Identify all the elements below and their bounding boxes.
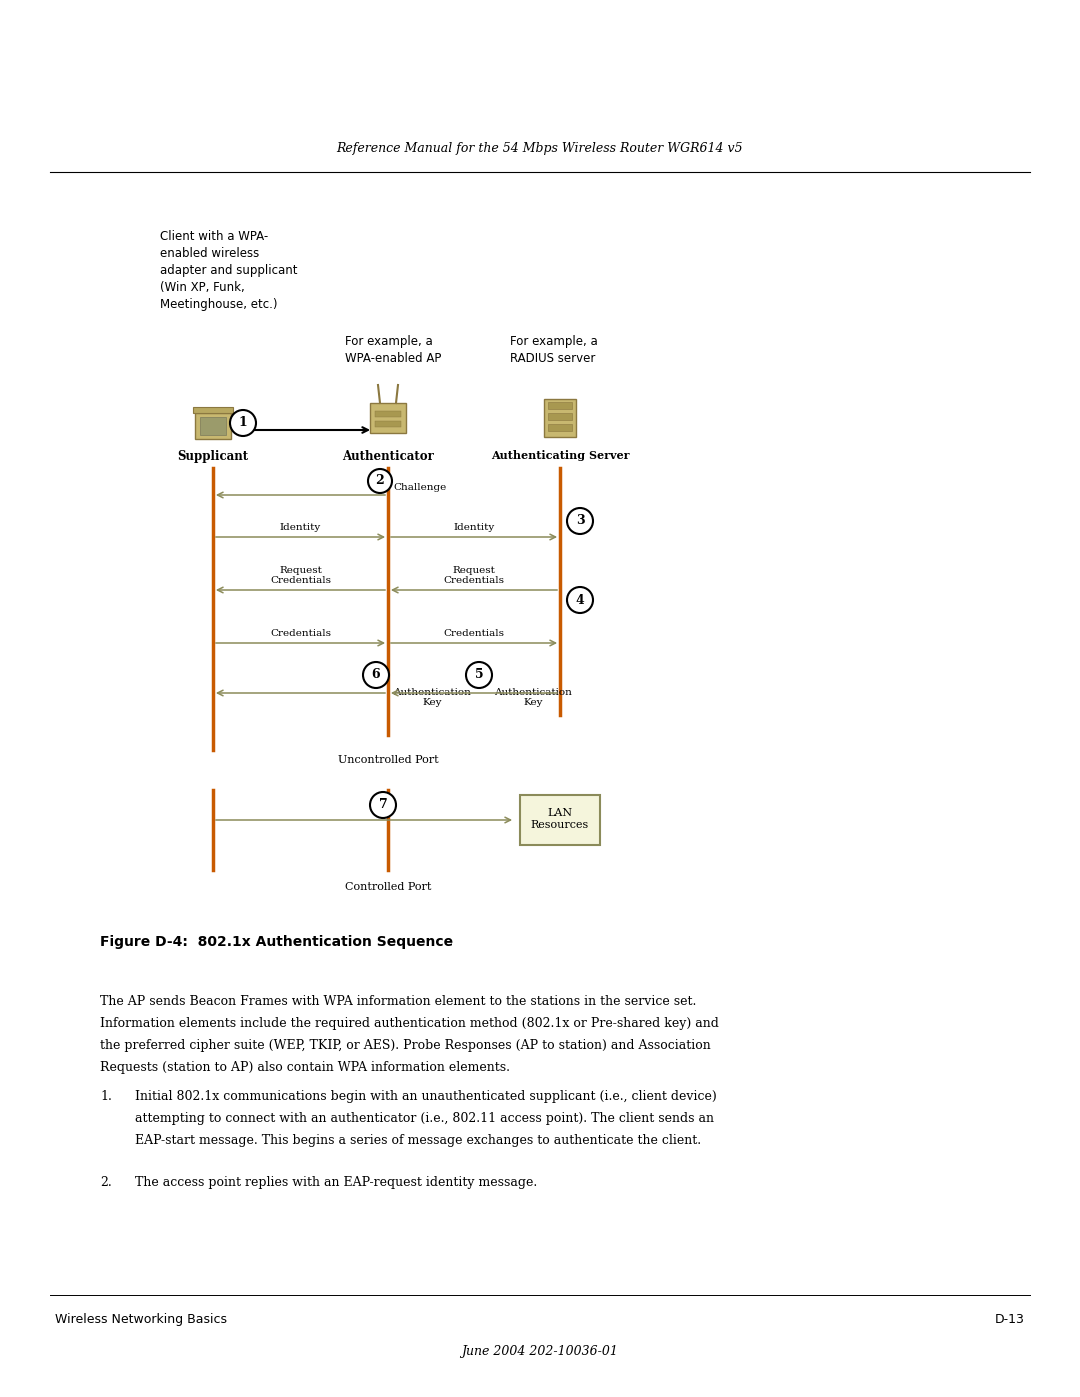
Bar: [375, 420, 401, 427]
Text: 5: 5: [475, 669, 484, 682]
Text: the preferred cipher suite (WEP, TKIP, or AES). Probe Responses (AP to station) : the preferred cipher suite (WEP, TKIP, o…: [100, 1039, 711, 1052]
Text: For example, a
WPA-enabled AP: For example, a WPA-enabled AP: [345, 335, 442, 365]
Bar: [548, 414, 572, 420]
Text: Wireless Networking Basics: Wireless Networking Basics: [55, 1313, 227, 1326]
Text: 1.: 1.: [100, 1090, 112, 1104]
Bar: [375, 411, 401, 416]
Text: Authentication
Key: Authentication Key: [494, 687, 572, 707]
Circle shape: [230, 409, 256, 436]
Text: Controlled Port: Controlled Port: [345, 882, 431, 893]
Text: Requests (station to AP) also contain WPA information elements.: Requests (station to AP) also contain WP…: [100, 1060, 510, 1074]
FancyBboxPatch shape: [370, 402, 406, 433]
Text: EAP-start message. This begins a series of message exchanges to authenticate the: EAP-start message. This begins a series …: [135, 1134, 701, 1147]
Text: 2: 2: [376, 475, 384, 488]
Text: Authenticator: Authenticator: [342, 450, 434, 462]
Text: 6: 6: [372, 669, 380, 682]
Text: 3: 3: [576, 514, 584, 528]
Text: 2.: 2.: [100, 1176, 111, 1189]
Circle shape: [368, 469, 392, 493]
Text: Request
Credentials: Request Credentials: [444, 566, 504, 585]
FancyBboxPatch shape: [544, 400, 576, 437]
Text: June 2004 202-10036-01: June 2004 202-10036-01: [461, 1345, 619, 1358]
Text: Credentials: Credentials: [444, 629, 504, 638]
Bar: [519, 795, 600, 845]
Text: 4: 4: [576, 594, 584, 606]
Bar: [548, 402, 572, 409]
Text: Information elements include the required authentication method (802.1x or Pre-s: Information elements include the require…: [100, 1017, 719, 1030]
Text: 1: 1: [239, 416, 247, 429]
Circle shape: [363, 662, 389, 687]
Text: Reference Manual for the 54 Mbps Wireless Router WGR614 v5: Reference Manual for the 54 Mbps Wireles…: [337, 142, 743, 155]
Circle shape: [465, 662, 492, 687]
Bar: [193, 407, 233, 414]
Text: Authentication
Key: Authentication Key: [393, 687, 471, 707]
Text: Identity: Identity: [280, 522, 321, 532]
Circle shape: [567, 587, 593, 613]
Text: Supplicant: Supplicant: [177, 450, 248, 462]
Text: attempting to connect with an authenticator (i.e., 802.11 access point). The cli: attempting to connect with an authentica…: [135, 1112, 714, 1125]
Text: LAN
Resources: LAN Resources: [531, 809, 589, 830]
Text: For example, a
RADIUS server: For example, a RADIUS server: [510, 335, 597, 365]
Text: Request
Credentials: Request Credentials: [270, 566, 330, 585]
Text: 7: 7: [379, 799, 388, 812]
Circle shape: [567, 509, 593, 534]
Text: Uncontrolled Port: Uncontrolled Port: [338, 754, 438, 766]
Text: Initial 802.1x communications begin with an unauthenticated supplicant (i.e., cl: Initial 802.1x communications begin with…: [135, 1090, 717, 1104]
Text: Authenticating Server: Authenticating Server: [490, 450, 630, 461]
Text: The access point replies with an EAP-request identity message.: The access point replies with an EAP-req…: [135, 1176, 537, 1189]
Bar: [548, 425, 572, 432]
Bar: [200, 416, 226, 434]
Text: The AP sends Beacon Frames with WPA information element to the stations in the s: The AP sends Beacon Frames with WPA info…: [100, 995, 697, 1009]
Text: D-13: D-13: [995, 1313, 1025, 1326]
Circle shape: [370, 792, 396, 819]
Text: Credentials: Credentials: [270, 629, 330, 638]
Text: Figure D-4:  802.1x Authentication Sequence: Figure D-4: 802.1x Authentication Sequen…: [100, 935, 454, 949]
Text: Client with a WPA-
enabled wireless
adapter and supplicant
(Win XP, Funk,
Meetin: Client with a WPA- enabled wireless adap…: [160, 231, 297, 312]
Text: Identity: Identity: [454, 522, 495, 532]
FancyBboxPatch shape: [195, 414, 231, 439]
Text: Challenge: Challenge: [393, 483, 446, 492]
